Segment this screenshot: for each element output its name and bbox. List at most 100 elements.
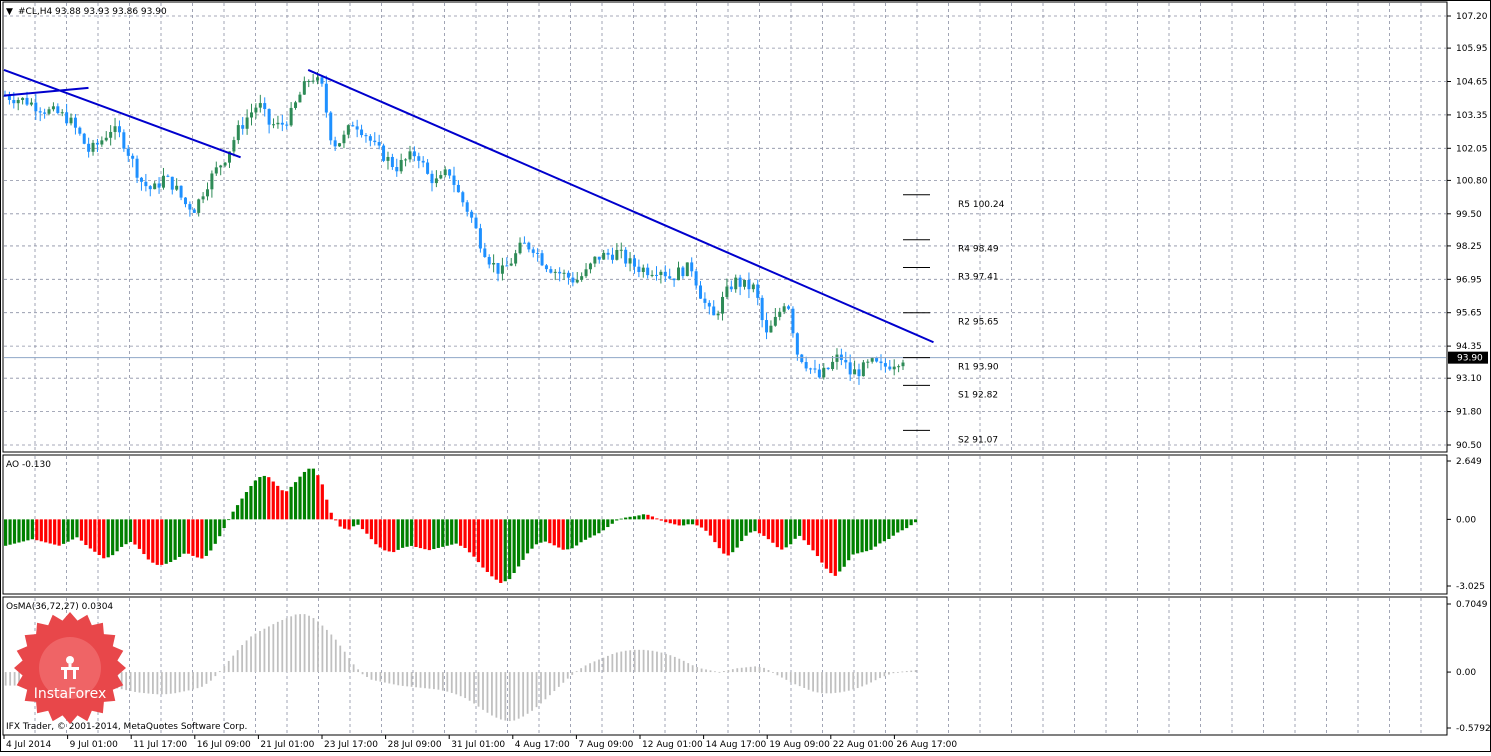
ao-bar — [699, 519, 704, 528]
candle-body — [241, 125, 245, 129]
ao-bar — [418, 519, 423, 549]
ao-bar — [864, 519, 869, 552]
candle-body — [474, 217, 478, 229]
osma-bar — [754, 666, 757, 673]
candle-body — [641, 267, 645, 272]
ao-bar — [802, 519, 806, 541]
candle-body — [12, 99, 16, 104]
osma-bar — [209, 672, 212, 681]
osma-bar — [13, 672, 16, 686]
pivot-label-s1: S1 92.82 — [958, 390, 998, 400]
osma-bar — [160, 672, 163, 695]
ao-bar — [441, 519, 445, 547]
candle-body — [817, 369, 821, 378]
ao-bar — [503, 519, 507, 582]
ao-bar — [151, 519, 155, 563]
candle-body — [725, 286, 729, 297]
osma-bar — [415, 672, 417, 688]
ao-bar — [334, 519, 338, 521]
ao-bar — [516, 519, 521, 567]
osma-bar — [727, 670, 730, 673]
candle-body — [421, 160, 425, 163]
ao-bar — [655, 518, 659, 520]
candle-body — [483, 248, 487, 257]
candle-body — [214, 167, 218, 174]
ao-bar — [610, 519, 614, 524]
ao-bar — [307, 468, 311, 520]
ao-bar — [459, 519, 463, 546]
y-tick-label: 99.50 — [1456, 210, 1482, 220]
y-tick-label: 93.10 — [1456, 374, 1482, 384]
osma-bar — [143, 672, 145, 694]
osma-bar — [120, 672, 123, 690]
candle-body — [289, 107, 293, 126]
osma-bar — [491, 672, 493, 716]
candle-body — [434, 178, 438, 184]
osma-bar — [834, 672, 837, 693]
ao-bar — [824, 519, 828, 569]
candle-body — [25, 97, 29, 105]
x-tick-label: 12 Aug 01:00 — [642, 740, 703, 750]
y-tick-label: 98.25 — [1456, 242, 1482, 252]
pivot-label-s2: S2 91.07 — [958, 435, 998, 445]
osma-bar — [437, 672, 440, 690]
candle-body — [417, 156, 421, 161]
ao-bar — [276, 485, 280, 520]
pivot-label-r3: R3 97.41 — [958, 272, 999, 282]
candle-body — [307, 81, 311, 83]
ao-bar — [896, 519, 900, 533]
ao-bar — [405, 519, 409, 547]
ao-tick-label: 2.649 — [1456, 457, 1482, 467]
osma-bar — [433, 672, 435, 690]
ao-bar — [26, 519, 30, 541]
osma-bar — [656, 651, 658, 673]
ao-bar — [766, 519, 770, 540]
candle-body — [809, 368, 813, 370]
candle-body — [699, 285, 703, 299]
candle-body — [439, 175, 443, 179]
candle-body — [443, 169, 447, 176]
candle-body — [360, 129, 364, 136]
osma-bar — [874, 672, 877, 681]
candle-body — [787, 306, 791, 309]
pivot-label-r4: R4 98.49 — [958, 245, 999, 255]
ao-bar — [191, 519, 195, 556]
candle-body — [452, 175, 456, 185]
osma-bar — [722, 670, 725, 673]
osma-tick-label: 0.7049 — [1456, 600, 1488, 610]
candle-body — [769, 325, 773, 333]
ao-bar — [4, 519, 8, 546]
candle-body — [170, 176, 174, 190]
ao-bar — [682, 519, 686, 526]
candle-body — [276, 122, 280, 125]
ao-bar — [485, 519, 489, 572]
ao-bar — [240, 498, 244, 520]
osma-bar — [905, 671, 908, 673]
osma-tick-label: -0.5792 — [1456, 724, 1491, 734]
osma-bar — [285, 618, 288, 673]
ao-bar — [17, 519, 21, 543]
candle-body — [104, 137, 108, 141]
osma-bar — [522, 672, 525, 717]
ao-bar — [463, 519, 467, 548]
ao-bar — [570, 519, 574, 549]
osma-bar — [602, 657, 605, 673]
candle-body — [593, 256, 597, 264]
ao-bar — [704, 519, 708, 531]
candle-body — [355, 126, 359, 130]
candle-body — [188, 204, 192, 210]
candle-body — [571, 277, 575, 283]
ao-bar — [512, 519, 516, 574]
osma-bar — [281, 619, 284, 673]
candle-body — [60, 112, 64, 114]
ao-bar — [374, 519, 378, 545]
osma-bar — [879, 672, 881, 679]
candle-body — [316, 77, 320, 81]
ao-bar — [914, 519, 918, 523]
ao-bar — [878, 519, 882, 544]
ao-bar — [771, 519, 775, 543]
ao-bar — [347, 519, 351, 530]
candle-body — [729, 286, 733, 290]
candle-body — [500, 265, 504, 274]
candle-body — [831, 361, 835, 370]
